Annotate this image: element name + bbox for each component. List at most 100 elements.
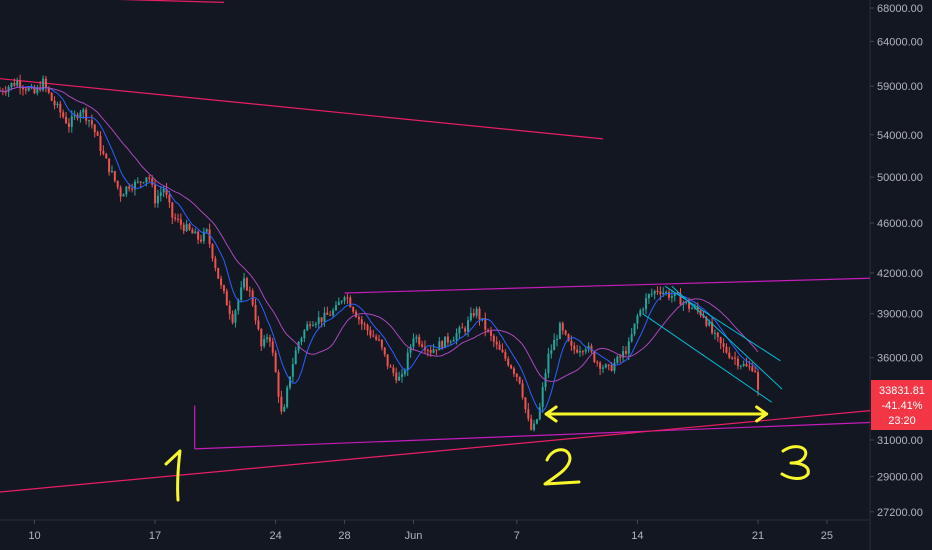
trend-line-2 [194,421,871,450]
last-price-badge-bg [871,380,932,430]
candle-body [622,351,625,358]
candle-body [630,334,633,342]
candle-body [668,291,671,298]
candle-body [366,325,369,331]
candle-body [228,305,231,314]
candle-body [507,358,510,366]
candle-body [36,87,39,94]
annotation-number-1 [164,449,182,502]
candle-body [748,366,751,368]
candle-body [464,328,467,332]
candle-body [535,419,538,424]
candle-body [340,300,343,303]
candle-body [162,189,165,193]
candle-body [392,367,395,373]
candle-body [326,312,329,315]
candle-body [722,343,725,347]
candle-body [266,337,269,340]
candle-body [360,319,363,325]
candle-body [280,396,283,412]
candle-body [179,219,182,225]
candle-body [283,407,286,412]
candle-body [174,217,177,219]
candle-body [596,361,599,363]
candle-body [119,187,122,197]
candle-body [613,362,616,371]
last-price-change: -41.41% [882,400,923,412]
x-tick-label-8: 25 [821,530,833,542]
channel-layer [642,285,783,403]
candle-body [380,339,383,348]
candle-body [688,301,691,309]
candle-body [329,314,332,316]
candle-body [579,351,581,353]
candle-body [541,386,544,408]
candle-body [102,150,105,154]
candle-body [191,229,194,234]
candle-body [349,297,352,308]
candle-body [177,218,180,220]
candle-body [673,292,676,296]
candle-body [406,352,409,371]
candle-body [303,330,306,339]
candle-body [656,290,659,292]
candle-body [510,365,513,369]
candle-body [352,307,355,312]
candle-body [214,258,217,268]
candle-body [524,397,527,410]
candle-body [421,344,424,347]
candle-body [501,349,504,353]
candle-body [323,312,326,322]
candle-body [337,302,340,306]
candle-body [19,80,22,88]
candle-body [469,313,472,321]
candle-body [90,120,93,125]
candle-body [518,376,521,384]
x-tick-label-4: Jun [405,530,423,542]
candle-body [504,352,507,359]
candle-body [108,158,111,173]
candle-body [492,335,495,342]
candle-body [363,324,366,326]
candle-body [334,305,337,311]
candle-layer [0,74,760,432]
candle-body [197,231,200,240]
candle-body [458,327,461,334]
candle-body [584,349,587,352]
candle-body [33,86,36,94]
candle-body [260,329,263,347]
candle-body [438,341,441,351]
candle-body [50,92,53,101]
candle-body [208,229,211,245]
candle-body [222,285,225,292]
y-tick-label-4: 50000.00 [877,172,923,184]
candle-body [455,333,458,340]
candle-body [708,322,711,326]
candle-body [21,87,24,90]
candle-body [277,372,280,397]
candle-body [685,301,688,303]
candle-body [432,349,435,353]
candle-body [452,339,455,342]
candle-body [225,291,228,306]
candle-body [4,91,7,93]
candle-body [642,309,645,311]
candle-body [375,336,378,340]
x-tick-label-6: 14 [631,530,643,542]
candle-body [444,336,447,348]
candle-body [467,320,470,332]
candle-body [556,338,559,340]
candle-body [418,336,421,345]
candle-body [690,308,693,310]
moving-average-fast [0,86,759,412]
candle-body [357,317,360,320]
candle-body [599,362,602,369]
y-tick-label-5: 46000.00 [877,218,923,230]
candle-body [314,323,317,326]
candle-body [263,339,266,347]
y-tick-label-6: 42000.00 [877,268,923,280]
candle-body [42,78,45,91]
